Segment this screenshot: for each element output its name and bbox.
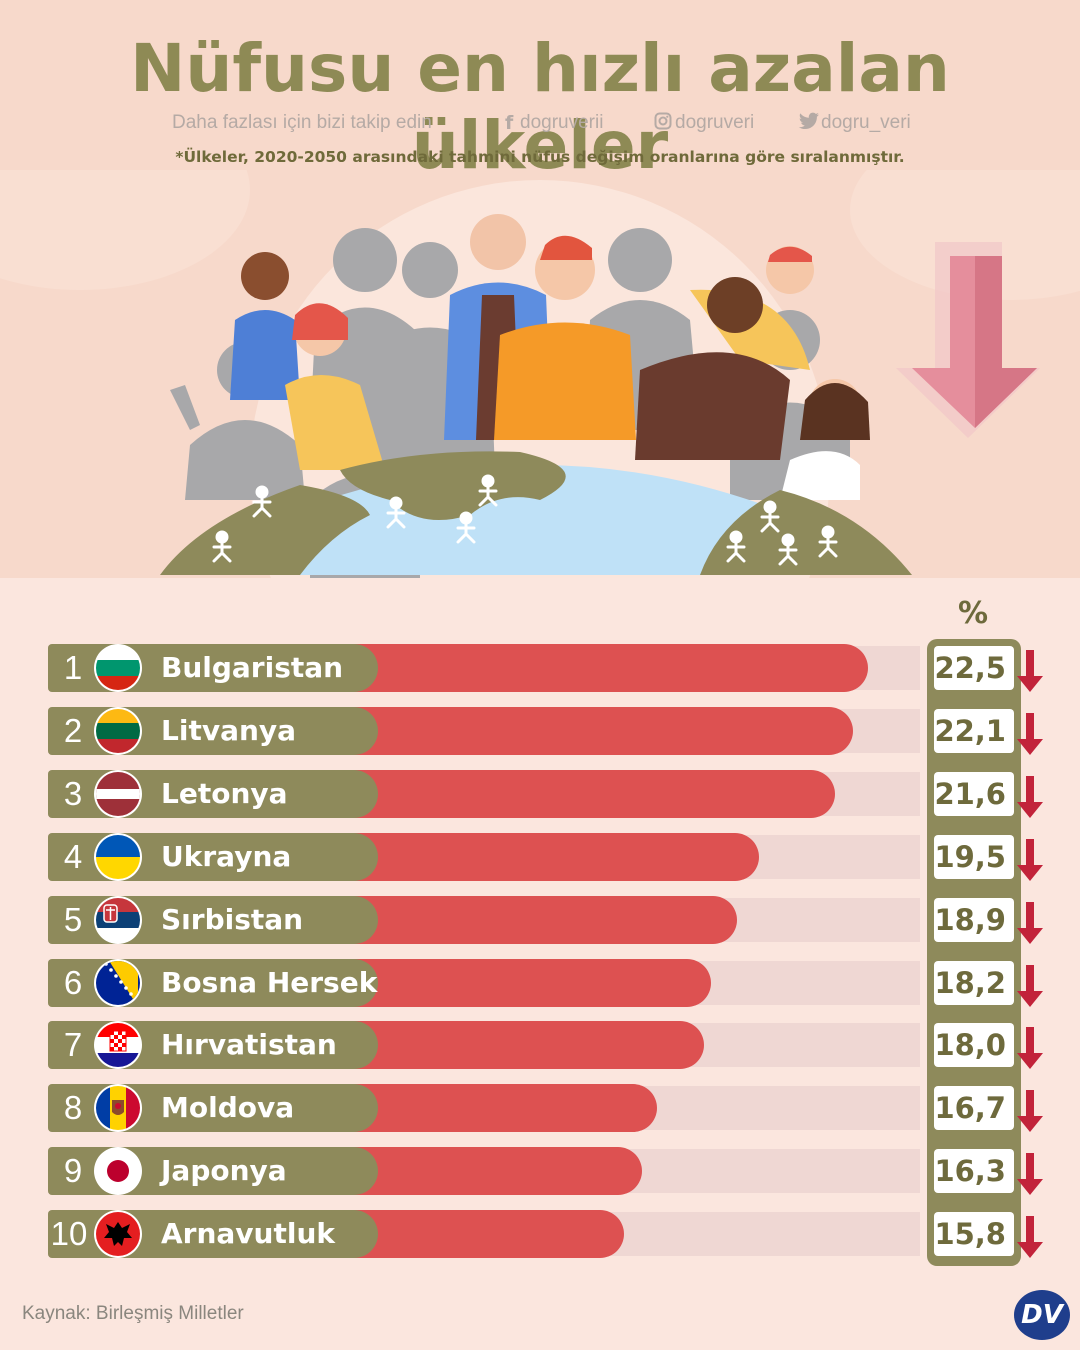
bar	[330, 832, 759, 881]
source-text: Kaynak: Birleşmiş Milletler	[22, 1303, 244, 1324]
country-name: Japonya	[161, 1154, 287, 1188]
ranking-row: 5 Sırbistan 18,9	[0, 895, 1080, 944]
ranking-row: 1 Bulgaristan 22,5	[0, 644, 1080, 692]
ranking-row: 2 Litvanya 22,1	[0, 706, 1080, 755]
ranking-row: 7 Hırvatistan 18,0	[0, 1021, 1080, 1070]
twitter-handle[interactable]: dogru_veri	[821, 112, 911, 133]
bar	[330, 958, 712, 1007]
bar	[330, 706, 854, 755]
rank-number: 10	[50, 1215, 88, 1253]
country-name: Bosna Hersek	[161, 965, 378, 999]
bar	[330, 895, 737, 944]
facebook-icon: f	[505, 112, 514, 134]
ranking-row: 9 Japonya 16,3	[0, 1147, 1080, 1196]
ranking-row: 3 Letonya 21,6	[0, 769, 1080, 818]
ranking-row: 6 Bosna Hersek 18,2	[0, 958, 1080, 1007]
flag-icon	[94, 832, 142, 881]
value-label: 16,3	[934, 1149, 1014, 1194]
flag-icon	[94, 958, 142, 1007]
ranking-row: 8 Moldova 16,7	[0, 1084, 1080, 1133]
value-label: 15,8	[934, 1212, 1014, 1257]
country-name: Sırbistan	[161, 902, 304, 936]
social-row: Daha fazlası için bizi takip edin f dogr…	[0, 112, 1080, 136]
value-label: 16,7	[934, 1086, 1014, 1131]
bar	[330, 644, 868, 692]
country-name: Litvanya	[161, 713, 297, 747]
methodology-note: *Ülkeler, 2020-2050 arasındaki tahmini n…	[175, 148, 905, 166]
rank-number: 3	[63, 774, 83, 812]
country-name: Ukrayna	[161, 839, 292, 873]
bar	[330, 1084, 657, 1133]
decrease-arrow-icon	[1017, 1153, 1043, 1196]
bar	[330, 1210, 624, 1259]
country-name: Letonya	[161, 776, 288, 810]
flag-icon	[94, 706, 142, 755]
flag-icon	[94, 1147, 142, 1196]
decrease-arrow-icon	[1017, 712, 1043, 755]
value-label: 18,0	[934, 1023, 1014, 1068]
crowd-globe-illustration	[0, 170, 1080, 578]
instagram-icon	[654, 112, 672, 136]
value-label: 22,5	[934, 646, 1014, 690]
page-title: Nüfusu en hızlı azalan ülkeler	[130, 30, 950, 184]
percent-header: %	[957, 596, 989, 631]
country-name: Bulgaristan	[161, 651, 344, 684]
country-name: Arnavutluk	[161, 1217, 336, 1251]
country-name: Moldova	[161, 1091, 295, 1125]
bar	[330, 769, 836, 818]
flag-icon	[94, 1021, 142, 1070]
rank-number: 7	[63, 1026, 83, 1064]
bar	[330, 1021, 704, 1070]
decrease-arrow-icon	[1017, 775, 1043, 818]
rank-number: 6	[63, 963, 83, 1001]
rank-number: 9	[63, 1152, 83, 1190]
down-arrow-icon	[896, 242, 1040, 438]
decrease-arrow-icon	[1017, 838, 1043, 881]
twitter-icon	[798, 112, 820, 136]
decrease-arrow-icon	[1017, 1216, 1043, 1259]
decrease-arrow-icon	[1017, 1090, 1043, 1133]
flag-icon	[94, 769, 142, 818]
facebook-handle[interactable]: dogruverii	[520, 112, 604, 133]
flag-icon	[94, 1210, 142, 1259]
value-label: 21,6	[934, 771, 1014, 816]
value-label: 18,9	[934, 897, 1014, 942]
rank-number: 8	[63, 1089, 83, 1127]
value-label: 18,2	[934, 960, 1014, 1005]
follow-text: Daha fazlası için bizi takip edin	[172, 112, 432, 133]
bar	[330, 1147, 643, 1196]
flag-icon	[94, 644, 142, 692]
decrease-arrow-icon	[1017, 650, 1043, 692]
ranking-row: 4 Ukrayna 19,5	[0, 832, 1080, 881]
country-name: Hırvatistan	[161, 1028, 337, 1062]
decrease-arrow-icon	[1017, 901, 1043, 944]
dv-logo: DV	[1014, 1290, 1070, 1340]
flag-icon	[94, 1084, 142, 1133]
decrease-arrow-icon	[1017, 964, 1043, 1007]
flag-icon	[94, 895, 142, 944]
value-label: 19,5	[934, 834, 1014, 879]
rank-number: 5	[63, 900, 83, 938]
rank-number: 1	[63, 649, 83, 686]
value-label: 22,1	[934, 708, 1014, 753]
ranking-row: 10 Arnavutluk 15,8	[0, 1210, 1080, 1259]
rank-number: 2	[63, 711, 83, 749]
instagram-handle[interactable]: dogruveri	[675, 112, 755, 133]
decrease-arrow-icon	[1017, 1027, 1043, 1070]
rank-number: 4	[63, 837, 83, 875]
